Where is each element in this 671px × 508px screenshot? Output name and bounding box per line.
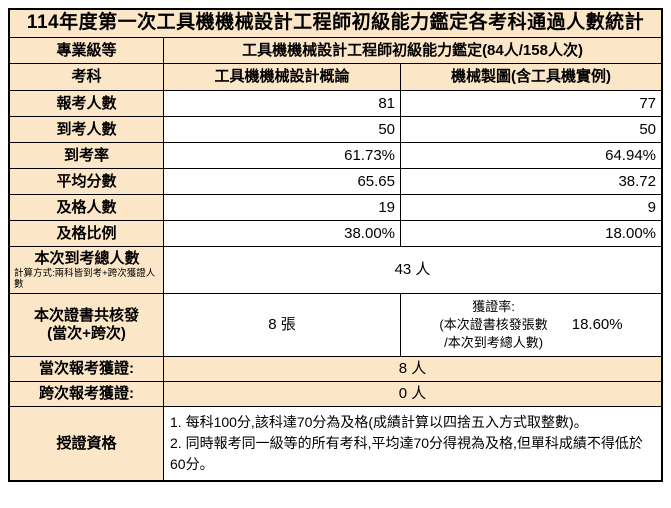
passed-count-col2: 9 xyxy=(401,195,661,220)
registered-col1: 81 xyxy=(164,91,401,116)
table-row: 考科 工具機機械設計概論 機械製圖(含工具機實例) xyxy=(10,63,661,90)
attended-col2: 50 xyxy=(401,117,661,142)
pass-rate-col1: 38.00% xyxy=(164,221,401,246)
attended-label: 到考人數 xyxy=(10,117,164,142)
attended-col1: 50 xyxy=(164,117,401,142)
average-score-col1: 65.65 xyxy=(164,169,401,194)
stats-table: 114年度第一次工具機機械設計工程師初級能力鑑定各考科通過人數統計 專業級等 工… xyxy=(8,8,663,482)
qualification-rule-1: 1. 每科100分,該科達70分為及格(成績計算以四捨五入方式取整數)。 xyxy=(170,414,588,430)
cert-rate-value: 18.60% xyxy=(571,316,623,333)
current-session-cert-label: 當次報考獲證: xyxy=(10,357,164,381)
attendance-rate-col1: 61.73% xyxy=(164,143,401,168)
average-score-col2: 38.72 xyxy=(401,169,661,194)
qualification-rule-2: 2. 同時報考同一級等的所有考科,平均達70分得視為及格,但單科成績不得低於60… xyxy=(170,435,643,472)
total-attended-label-cell: 本次到考總人數 計算方式:兩科皆到考+跨次獲證人數 xyxy=(10,247,164,293)
attendance-rate-label: 到考率 xyxy=(10,143,164,168)
attendance-rate-col2: 64.94% xyxy=(401,143,661,168)
pass-rate-col2: 18.00% xyxy=(401,221,661,246)
qualification-label: 授證資格 xyxy=(10,407,164,480)
total-attended-label: 本次到考總人數 xyxy=(34,249,140,267)
table-row: 及格比例 38.00% 18.00% xyxy=(10,220,661,246)
table-row: 跨次報考獲證: 0 人 xyxy=(10,381,661,406)
cert-issued-label-line2: (當次+跨次) xyxy=(47,325,126,342)
passed-count-label: 及格人數 xyxy=(10,195,164,220)
table-row: 及格人數 19 9 xyxy=(10,194,661,220)
table-row: 平均分數 65.65 38.72 xyxy=(10,168,661,194)
cert-rate-formula: 獲證率: (本次證書核發張數 /本次到考總人數) xyxy=(439,298,547,353)
pass-rate-label: 及格比例 xyxy=(10,221,164,246)
total-attended-note: 計算方式:兩科皆到考+跨次獲證人數 xyxy=(14,267,156,290)
table-row: 本次證書共核發 (當次+跨次) 8 張 獲證率: (本次證書核發張數 /本次到考… xyxy=(10,293,661,356)
table-row: 本次到考總人數 計算方式:兩科皆到考+跨次獲證人數 43 人 xyxy=(10,246,661,293)
page-title: 114年度第一次工具機機械設計工程師初級能力鑑定各考科通過人數統計 xyxy=(26,12,645,34)
average-score-label: 平均分數 xyxy=(10,169,164,194)
cross-session-cert-value: 0 人 xyxy=(164,382,661,406)
table-row: 當次報考獲證: 8 人 xyxy=(10,356,661,381)
level-label: 專業級等 xyxy=(10,38,164,63)
subject-col1: 工具機機械設計概論 xyxy=(164,64,401,90)
level-value: 工具機機械設計工程師初級能力鑑定(84人/158人次) xyxy=(164,38,661,63)
cross-session-cert-label: 跨次報考獲證: xyxy=(10,382,164,406)
table-row: 授證資格 1. 每科100分,該科達70分為及格(成績計算以四捨五入方式取整數)… xyxy=(10,406,661,480)
subject-col2: 機械製圖(含工具機實例) xyxy=(401,64,661,90)
passed-count-col1: 19 xyxy=(164,195,401,220)
cert-issued-label-line1: 本次證書共核發 xyxy=(33,307,139,324)
table-row: 114年度第一次工具機機械設計工程師初級能力鑑定各考科通過人數統計 xyxy=(10,10,661,37)
table-row: 專業級等 工具機機械設計工程師初級能力鑑定(84人/158人次) xyxy=(10,37,661,63)
cert-rate-formula-line3: /本次到考總人數) xyxy=(444,335,544,351)
cert-rate-cell: 獲證率: (本次證書核發張數 /本次到考總人數) 18.60% xyxy=(401,294,661,356)
cert-issued-count: 8 張 xyxy=(164,294,401,356)
cert-rate-formula-line2: (本次證書核發張數 xyxy=(439,316,548,332)
qualification-rules: 1. 每科100分,該科達70分為及格(成績計算以四捨五入方式取整數)。 2. … xyxy=(164,407,661,480)
table-row: 到考率 61.73% 64.94% xyxy=(10,142,661,168)
subject-label: 考科 xyxy=(10,64,164,90)
table-row: 報考人數 81 77 xyxy=(10,90,661,116)
total-attended-value: 43 人 xyxy=(164,247,661,293)
table-row: 到考人數 50 50 xyxy=(10,116,661,142)
cert-rate-formula-line1: 獲證率: xyxy=(472,298,515,314)
registered-label: 報考人數 xyxy=(10,91,164,116)
cert-issued-label-cell: 本次證書共核發 (當次+跨次) xyxy=(10,294,164,356)
registered-col2: 77 xyxy=(401,91,661,116)
current-session-cert-value: 8 人 xyxy=(164,357,661,381)
